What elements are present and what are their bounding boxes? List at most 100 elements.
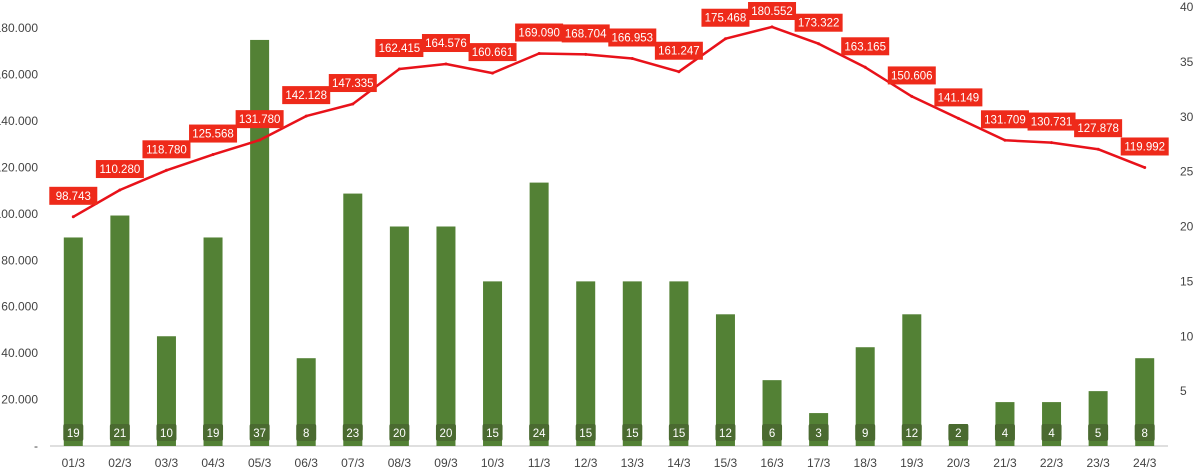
line-point xyxy=(630,56,634,60)
x-tick-label: 03/3 xyxy=(155,456,179,470)
line-data-label: 150.606 xyxy=(891,70,933,82)
line-label-box xyxy=(1074,119,1123,138)
bar-label-box xyxy=(529,424,550,441)
bar xyxy=(483,281,503,446)
bar xyxy=(343,193,363,446)
bar-data-label: 19 xyxy=(67,428,80,440)
bar-data-label: 8 xyxy=(1142,428,1148,440)
right-y-axis: 5 10 15 20 25 30 35 40 xyxy=(1180,0,1194,398)
x-tick-label: 14/3 xyxy=(667,456,691,470)
bar xyxy=(63,237,83,446)
bar-label-box xyxy=(715,424,736,441)
line-data-label: 162.415 xyxy=(379,43,421,55)
bar-data-label: 3 xyxy=(815,428,821,440)
line-label-box xyxy=(189,124,238,143)
x-tick-label: 13/3 xyxy=(621,456,645,470)
bar-data-label: 20 xyxy=(440,428,453,440)
left-y-tick-label: 180.000 xyxy=(0,21,38,35)
line-label-box xyxy=(841,37,890,56)
line-point xyxy=(211,153,215,157)
bar xyxy=(669,281,689,446)
line-data-labels: 98.743 110.280 118.780 125.568 131.780 142.12… xyxy=(49,2,1169,205)
bar-label-box xyxy=(482,424,503,441)
line-path xyxy=(72,25,1146,218)
bar xyxy=(855,347,875,446)
bar-label-box xyxy=(808,424,829,441)
line-point xyxy=(164,168,168,172)
line-point xyxy=(118,188,122,192)
line-label-box xyxy=(887,66,936,85)
line-point xyxy=(1003,138,1007,142)
bar xyxy=(110,215,130,446)
line-point xyxy=(817,42,821,46)
bar-label-box xyxy=(994,424,1015,441)
x-tick-label: 17/3 xyxy=(807,456,831,470)
x-tick-label: 16/3 xyxy=(760,456,784,470)
bar-label-box xyxy=(435,424,456,441)
x-tick-label: 07/3 xyxy=(341,456,365,470)
line-data-label: 173.322 xyxy=(798,18,840,30)
line-label-box xyxy=(654,41,703,60)
line-label-box xyxy=(1027,112,1076,131)
left-y-tick-label: - xyxy=(34,439,38,453)
x-tick-label: 01/3 xyxy=(62,456,86,470)
bar-data-label: 21 xyxy=(113,428,126,440)
x-tick-label: 06/3 xyxy=(295,456,319,470)
left-y-tick-label: 80.000 xyxy=(1,253,38,267)
bar-data-label: 6 xyxy=(769,428,775,440)
line-data-label: 166.953 xyxy=(612,32,654,44)
x-axis-labels: 01/3 02/3 03/3 04/3 05/3 06/3 07/3 08/3 09/3 10/3… xyxy=(62,456,1157,470)
bar-series xyxy=(63,39,1155,447)
right-y-tick-label: 20 xyxy=(1180,220,1194,234)
bar-data-label: 9 xyxy=(862,428,868,440)
line-data-label: 98.743 xyxy=(56,191,91,203)
line-series xyxy=(71,25,1147,219)
bar-label-box xyxy=(296,424,317,441)
bar-label-box xyxy=(203,424,224,441)
bar-data-label: 23 xyxy=(346,428,359,440)
line-data-label: 118.780 xyxy=(146,144,187,156)
x-tick-label: 12/3 xyxy=(574,456,598,470)
bar-data-labels: 19 21 10 19 37 8 23 20 20 15 24 15 15 15 12 6 3 9 12 2 4 4 5 8 xyxy=(63,424,1155,441)
x-tick-label: 21/3 xyxy=(993,456,1017,470)
line-point xyxy=(1143,165,1147,169)
line-point xyxy=(956,116,960,120)
line-label-box xyxy=(748,2,797,20)
bar-label-box xyxy=(575,424,596,441)
line-data-label: 160.661 xyxy=(472,47,514,59)
left-y-tick-label: 60.000 xyxy=(1,300,38,314)
line-label-box xyxy=(1120,137,1169,156)
x-tick-label: 23/3 xyxy=(1086,456,1110,470)
line-point xyxy=(1096,147,1100,151)
line-point xyxy=(770,25,774,29)
right-y-tick-label: 25 xyxy=(1180,165,1194,179)
line-point xyxy=(537,52,541,56)
bar-data-label: 8 xyxy=(303,428,309,440)
bar-data-label: 37 xyxy=(253,428,266,440)
right-y-tick-label: 10 xyxy=(1180,329,1194,343)
left-y-tick-label: 40.000 xyxy=(1,346,38,360)
x-tick-label: 15/3 xyxy=(714,456,738,470)
right-y-tick-label: 30 xyxy=(1180,110,1194,124)
line-data-label: 141.149 xyxy=(938,92,980,104)
bar xyxy=(529,182,549,446)
bar-data-label: 15 xyxy=(486,428,499,440)
left-y-tick-label: 20.000 xyxy=(1,393,38,407)
bar-label-box xyxy=(948,424,969,441)
line-label-box xyxy=(561,24,610,43)
line-label-box xyxy=(701,8,750,27)
line-point xyxy=(71,215,75,219)
bar-label-box xyxy=(762,424,783,441)
line-point xyxy=(584,52,588,56)
line-point xyxy=(304,114,308,118)
left-y-tick-label: 140.000 xyxy=(0,114,38,128)
line-label-box xyxy=(282,86,331,105)
line-label-box xyxy=(375,39,424,58)
bar-data-label: 19 xyxy=(207,428,220,440)
bar xyxy=(156,336,176,446)
bar xyxy=(902,314,922,446)
x-tick-label: 08/3 xyxy=(388,456,412,470)
bar-data-label: 12 xyxy=(719,428,732,440)
bar-data-label: 4 xyxy=(1002,428,1009,440)
